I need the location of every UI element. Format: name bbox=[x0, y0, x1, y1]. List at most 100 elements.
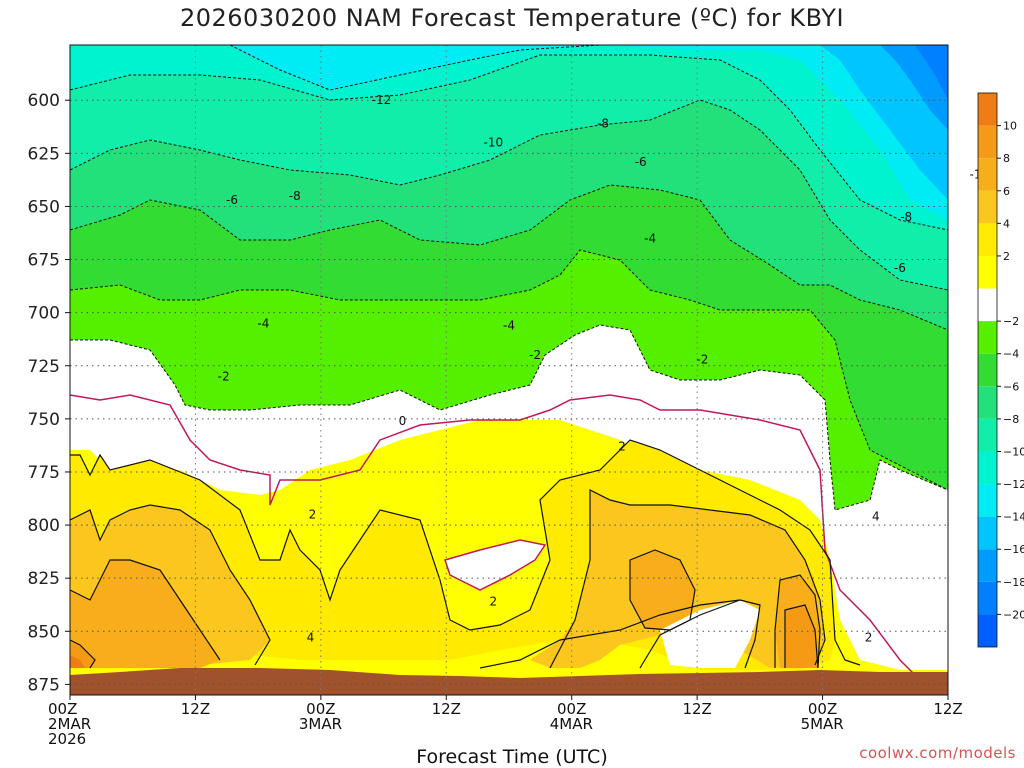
x-tick-label: 2026 bbox=[48, 730, 86, 748]
isotherm-6-c bbox=[774, 574, 821, 669]
colorbar-bin bbox=[978, 93, 997, 126]
colorbar-bin bbox=[978, 223, 997, 256]
x-tick-label: 2MAR bbox=[48, 715, 91, 733]
colorbar-tick-label: −8 bbox=[1003, 413, 1019, 426]
colorbar-tick-label: 6 bbox=[1003, 185, 1010, 198]
contour-label: -12 bbox=[372, 93, 392, 107]
colorbar-tick-label: 10 bbox=[1003, 120, 1017, 133]
isotherm-0-pocket bbox=[444, 539, 547, 591]
x-tick-label: 00Z bbox=[808, 700, 837, 718]
x-tick-label: 12Z bbox=[682, 700, 711, 718]
y-axis: 600 625 650 675 700 725 750 775 800 825 850 875 bbox=[28, 91, 70, 695]
contour-label: -6 bbox=[635, 155, 647, 169]
isotherm-4-b bbox=[549, 489, 826, 669]
contour-label: -8 bbox=[900, 210, 912, 224]
contour-label: -2 bbox=[696, 352, 708, 366]
ground-terrain bbox=[70, 668, 948, 695]
colorbar-bin bbox=[978, 581, 997, 615]
isotherm-4 bbox=[69, 504, 271, 666]
colorbar-frame bbox=[977, 92, 998, 648]
x-tick-label: 12Z bbox=[432, 700, 461, 718]
y-tick-label: 775 bbox=[28, 463, 60, 483]
contour-label: 4 bbox=[872, 510, 880, 524]
colorbar-tick-label: −16 bbox=[1003, 543, 1024, 556]
x-tick-label: 5MAR bbox=[801, 715, 844, 733]
colorbar-bin bbox=[978, 549, 997, 582]
colorbar-tick-label: −12 bbox=[1003, 478, 1024, 491]
fill-minus-18-to-minus-20 bbox=[915, 45, 948, 100]
isotherm-2-shallow bbox=[639, 599, 741, 669]
contour-label: 2 bbox=[309, 507, 317, 521]
contour-label: -4 bbox=[503, 318, 515, 332]
x-tick-label: 3MAR bbox=[299, 715, 342, 733]
contour-label: -2 bbox=[529, 348, 541, 362]
contour-label: -4 bbox=[644, 231, 656, 245]
colorbar-bin bbox=[978, 255, 997, 289]
isotherm-2 bbox=[70, 439, 861, 666]
fill-minus-8-to-minus-10 bbox=[70, 55, 948, 290]
isotherm-minus-6 bbox=[69, 184, 949, 331]
contour-label: 2 bbox=[865, 631, 873, 645]
temperature-fills bbox=[70, 45, 948, 695]
x-tick-label: 00Z bbox=[48, 700, 77, 718]
contour-label: 0 bbox=[399, 414, 407, 428]
colorbar-bin bbox=[978, 614, 997, 647]
y-tick-label: 800 bbox=[28, 516, 60, 536]
y-tick-label: 625 bbox=[28, 144, 60, 164]
contour-label: -6 bbox=[894, 261, 906, 275]
contour-label: 2 bbox=[490, 595, 498, 609]
colorbar-tick-label: −18 bbox=[1003, 576, 1024, 589]
grid-lines bbox=[70, 45, 948, 695]
isotherm-2-lower bbox=[479, 599, 761, 669]
colorbar-bin bbox=[978, 288, 997, 322]
isotherm-8-b bbox=[784, 604, 819, 669]
colorbar-tick-label: −10 bbox=[1003, 445, 1024, 458]
contour-label: -4 bbox=[257, 316, 269, 330]
y-tick-label: 725 bbox=[28, 357, 60, 377]
fill-pocket-white bbox=[445, 540, 545, 590]
isotherm-minus-10 bbox=[69, 54, 949, 231]
plot-frame bbox=[69, 44, 949, 696]
y-tick-label: 825 bbox=[28, 569, 60, 589]
colorbar-bin bbox=[978, 321, 997, 354]
y-tick-label: 650 bbox=[28, 197, 60, 217]
y-tick-label: 750 bbox=[28, 410, 60, 430]
source-credit: coolwx.com/models bbox=[859, 744, 1016, 762]
colorbar-tick-label: −20 bbox=[1003, 608, 1024, 621]
colorbar-bin bbox=[978, 516, 997, 550]
x-axis-title: Forecast Time (UTC) bbox=[416, 746, 608, 768]
colorbar-tick-label: −14 bbox=[1003, 511, 1024, 524]
fill-8-to-10-b bbox=[785, 605, 818, 668]
isotherm-8 bbox=[69, 639, 96, 669]
isotherm-minus-4 bbox=[69, 249, 949, 491]
colorbar-tick-label: 2 bbox=[1003, 250, 1010, 263]
contour-label: -2 bbox=[218, 369, 230, 383]
contour-label: -8 bbox=[289, 189, 301, 203]
colorbar-tick-label: 8 bbox=[1003, 152, 1010, 165]
x-tick-label: 12Z bbox=[181, 700, 210, 718]
contour-label: 4 bbox=[307, 631, 315, 645]
y-tick-label: 600 bbox=[28, 91, 60, 111]
colorbar-tick-label: −4 bbox=[1003, 348, 1019, 361]
contour-lines bbox=[69, 44, 949, 681]
fill-6-to-8 bbox=[70, 560, 220, 668]
colorbar-tick-label: −6 bbox=[1003, 380, 1019, 393]
chart-title: 2026030200 NAM Forecast Temperature (ºC)… bbox=[179, 4, 845, 32]
x-tick-label: 4MAR bbox=[550, 715, 593, 733]
contour-label: -8 bbox=[597, 117, 609, 131]
contour-label: -6 bbox=[226, 193, 238, 207]
isotherm-0 bbox=[69, 394, 921, 681]
y-tick-label: 675 bbox=[28, 251, 60, 271]
colorbar-bin bbox=[978, 158, 997, 191]
colorbar-bin bbox=[978, 418, 997, 452]
colorbar-bin bbox=[978, 190, 997, 224]
colorbar-bin bbox=[978, 386, 997, 419]
colorbar-tick-label: −2 bbox=[1003, 315, 1019, 328]
colorbar: 10 8 6 4 2 −2 −4 −6 −8 −10 −12 −14 −16 −18 −20 bbox=[977, 92, 1024, 648]
x-tick-label: 12Z bbox=[933, 700, 962, 718]
y-tick-label: 700 bbox=[28, 304, 60, 324]
